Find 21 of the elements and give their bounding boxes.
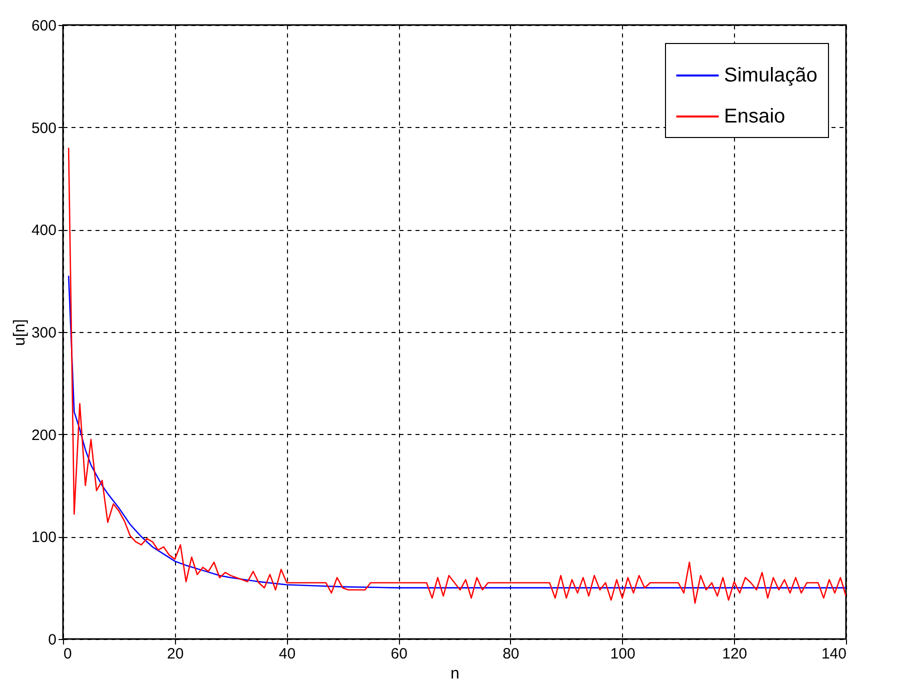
x-tick-label: 120 <box>722 646 748 662</box>
y-tick-label: 400 <box>31 222 56 240</box>
x-tick-label: 80 <box>502 646 520 662</box>
y-axis-title: u[n] <box>11 319 28 346</box>
line-series <box>68 147 846 604</box>
x-tick-label: 20 <box>167 646 184 662</box>
x-tick-label: 0 <box>64 646 72 662</box>
y-tick-label: 0 <box>48 632 56 648</box>
y-tick-label: 300 <box>31 324 56 342</box>
y-tick-label: 100 <box>31 529 56 546</box>
legend-label: Ensaio <box>724 106 786 128</box>
line-series <box>68 275 846 588</box>
x-tick-label: 100 <box>610 646 636 662</box>
y-tick-label: 500 <box>31 120 56 137</box>
x-axis-title: n <box>450 666 460 682</box>
x-tick-label: 60 <box>390 646 408 662</box>
legend-label: Simulação <box>724 64 818 86</box>
y-tick-label: 600 <box>31 18 56 34</box>
y-tick-label: 200 <box>31 426 56 444</box>
x-tick-label: 140 <box>821 646 846 662</box>
x-tick-label: 40 <box>278 646 296 662</box>
